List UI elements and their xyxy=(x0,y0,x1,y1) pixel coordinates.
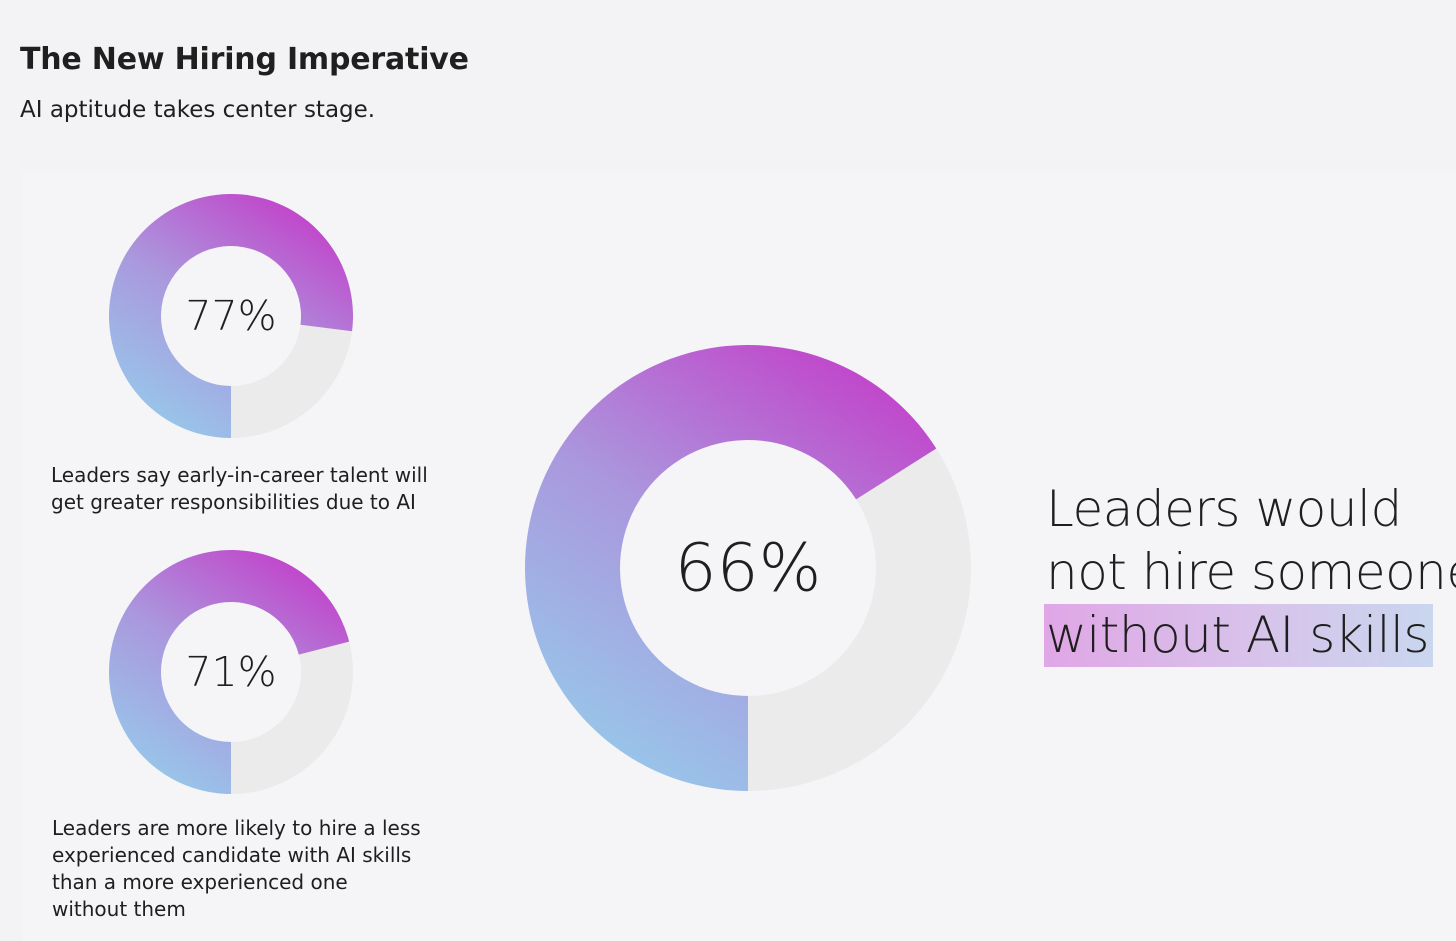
caption-less-experienced: Leaders are more likely to hire a less e… xyxy=(52,816,421,921)
statement-highlight: without AI skills xyxy=(1044,604,1433,667)
big-statement: Leaders would not hire someone without A… xyxy=(1044,478,1456,667)
statement-line-2: not hire someone xyxy=(1046,543,1456,601)
caption-early-career: Leaders say early-in-career talent will … xyxy=(51,463,428,514)
page-subtitle: AI aptitude takes center stage. xyxy=(20,97,376,123)
page-title: The New Hiring Imperative xyxy=(20,42,469,77)
statement-line-1: Leaders would xyxy=(1046,480,1402,538)
